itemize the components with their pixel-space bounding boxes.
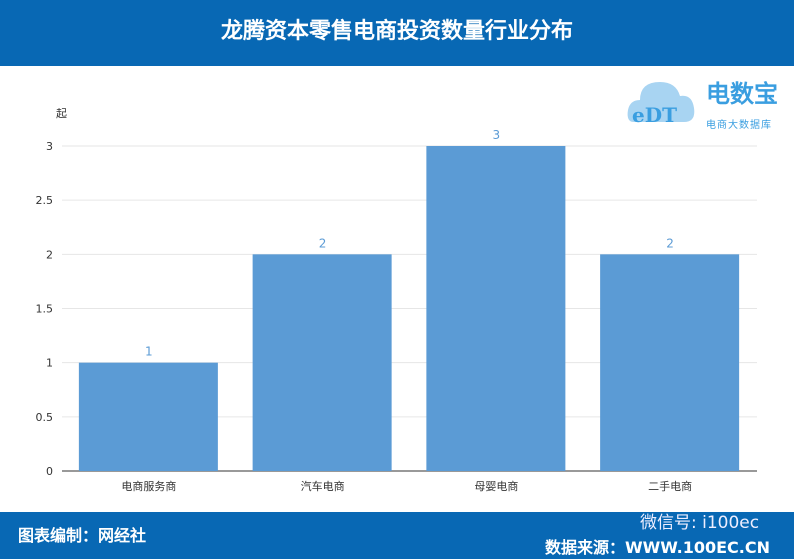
logo-mark: eDT bbox=[632, 103, 677, 127]
y-axis-label: 起 bbox=[56, 107, 67, 120]
bar bbox=[426, 146, 566, 471]
x-tick-label: 二手电商 bbox=[648, 479, 692, 493]
y-tick-label: 3 bbox=[46, 140, 53, 153]
logo-name: 电数宝 bbox=[706, 80, 778, 108]
data-label: 2 bbox=[666, 236, 674, 250]
x-tick-label: 电商服务商 bbox=[121, 479, 176, 493]
y-tick-label: 1 bbox=[46, 357, 53, 370]
footer-source: 数据来源：WWW.100EC.CN bbox=[545, 538, 771, 557]
bar bbox=[600, 254, 740, 471]
footer-credit: 图表编制：网经社 bbox=[18, 526, 147, 545]
chart-title: 龙腾资本零售电商投资数量行业分布 bbox=[0, 0, 794, 66]
x-tick-label: 汽车电商 bbox=[301, 479, 345, 493]
data-label: 1 bbox=[145, 345, 153, 359]
wechat-watermark: 微信号: i100ec bbox=[640, 513, 760, 533]
y-tick-label: 0 bbox=[46, 465, 53, 478]
bar bbox=[252, 254, 392, 471]
y-tick-label: 2.5 bbox=[36, 194, 54, 207]
data-label: 2 bbox=[319, 236, 327, 250]
footer: 图表编制：网经社 数据来源：WWW.100EC.CN 微信号: i100ec bbox=[0, 512, 794, 559]
data-label: 3 bbox=[493, 128, 501, 142]
logo: eDT 电数宝 电商大数据库 bbox=[626, 70, 786, 134]
y-tick-label: 2 bbox=[46, 248, 53, 261]
logo-tagline: 电商大数据库 bbox=[706, 118, 772, 131]
x-tick-label: 母婴电商 bbox=[474, 479, 518, 493]
bar bbox=[78, 362, 218, 471]
y-tick-label: 0.5 bbox=[36, 411, 54, 424]
y-tick-label: 1.5 bbox=[36, 303, 54, 316]
bar-chart: 起 0 0.5 1 1.5 2 2.5 3 1 电商服务商 2 汽车电商 3 母婴电商 2 二手电商 bbox=[36, 107, 757, 493]
